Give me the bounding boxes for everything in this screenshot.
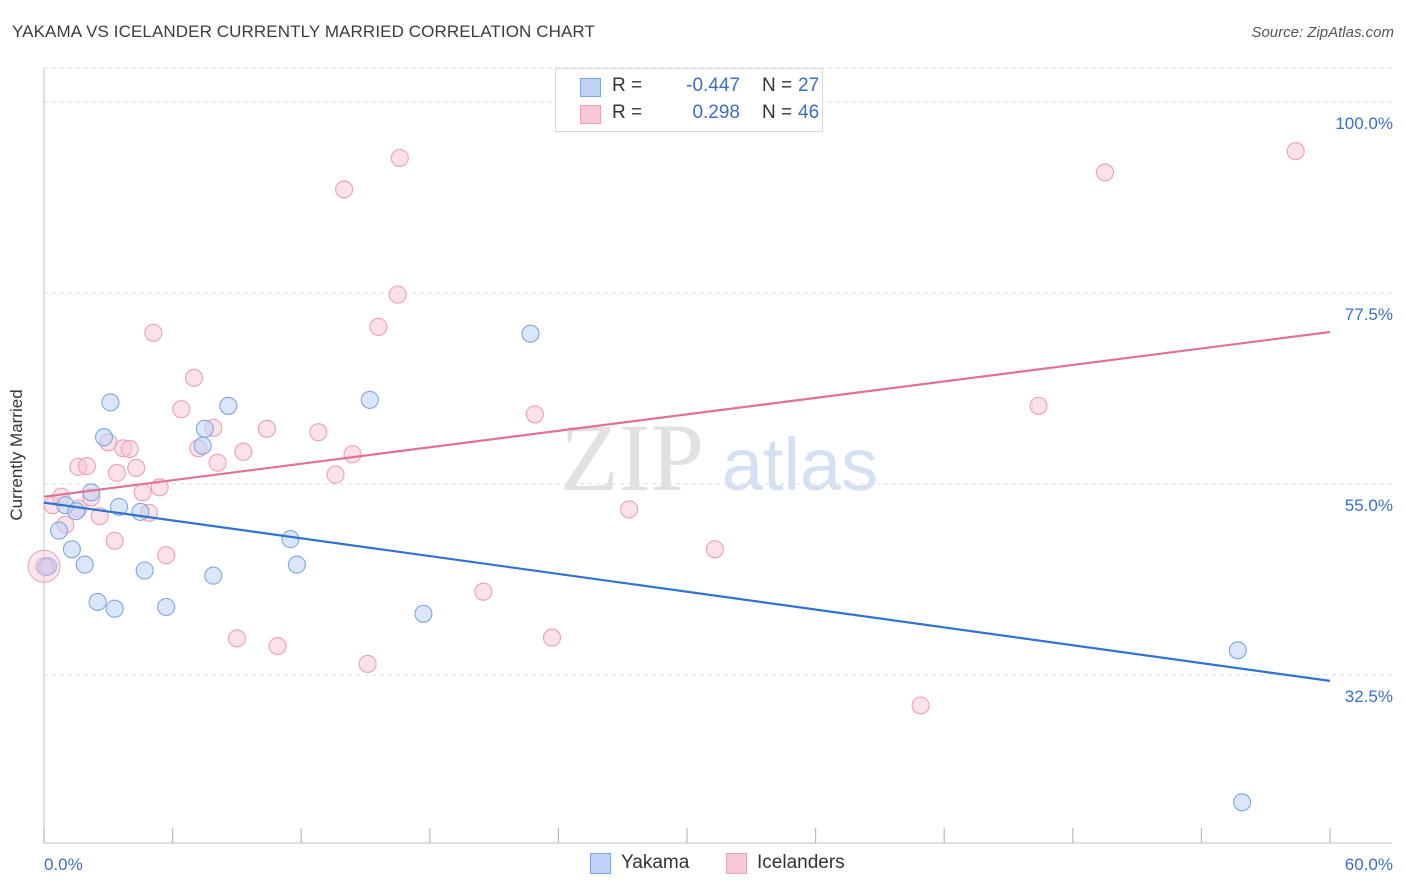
y-tick-label: 32.5%	[1345, 687, 1393, 706]
icelander-point	[127, 458, 146, 477]
yakama-trend-line	[43, 501, 1331, 682]
watermark: ZIP atlas	[560, 404, 878, 511]
yakama-point	[105, 599, 124, 618]
legend-n-value: 46	[798, 102, 820, 123]
yakama-point	[49, 521, 69, 540]
bottom-legend-label-icelanders: Icelanders	[757, 852, 845, 873]
watermark-zip: ZIP	[560, 404, 704, 511]
legend-n-value: 27	[798, 75, 820, 96]
yakama-point	[193, 436, 212, 455]
legend-r-value: -0.447	[686, 75, 740, 96]
yakama-point	[360, 390, 379, 409]
icelander-point	[157, 546, 176, 565]
yakama-point	[75, 555, 94, 574]
yakama-point	[1233, 793, 1252, 812]
yakama-point	[521, 324, 540, 343]
icelander-point	[388, 285, 407, 304]
icelander-point	[358, 654, 377, 673]
icelander-point	[77, 457, 96, 476]
bottom-legend-label-yakama: Yakama	[621, 852, 690, 873]
watermark-atlas: atlas	[722, 423, 878, 506]
icelander-point	[107, 463, 126, 482]
yakama-point	[204, 566, 223, 585]
icelander-point	[326, 465, 345, 484]
icelander-point	[474, 582, 493, 601]
x-tick-label-max: 60.0%	[1345, 855, 1393, 874]
yakama-point	[281, 530, 300, 549]
icelander-point	[343, 445, 362, 464]
yakama-point	[219, 396, 238, 415]
yakama-point	[94, 428, 114, 447]
yakama-point	[414, 604, 433, 623]
yakama-point	[195, 419, 214, 438]
yakama-point	[88, 592, 107, 611]
yakama-point	[101, 393, 120, 412]
tick-labels: 32.5% 55.0% 77.5% 100.0% 0.0% 60.0%	[44, 114, 1393, 874]
icelander-point	[369, 317, 388, 336]
icelander-point	[525, 405, 544, 424]
icelander-point	[257, 419, 276, 438]
axes	[43, 68, 1392, 844]
yakama-point	[157, 597, 176, 617]
trend-lines	[43, 330, 1331, 682]
icelander-point	[335, 180, 354, 199]
icelander-point	[1095, 163, 1115, 182]
yakama-point	[37, 558, 56, 577]
y-tick-label: 55.0%	[1345, 496, 1393, 515]
legend-swatch-icelanders	[580, 105, 601, 124]
icelander-point	[390, 148, 409, 168]
legend-r-label: R =	[612, 102, 643, 123]
yakama-point	[287, 555, 306, 574]
icelander-point	[620, 500, 639, 519]
grid-lines	[44, 67, 1392, 676]
icelander-point	[105, 531, 124, 550]
y-tick-label: 100.0%	[1335, 114, 1393, 133]
bottom-legend-swatch-icelanders	[726, 853, 747, 874]
legend-n-label: N =	[762, 75, 793, 96]
x-tick-label-min: 0.0%	[44, 855, 83, 874]
icelander-trend-line	[43, 330, 1331, 498]
icelander-point	[1029, 396, 1048, 415]
icelander-point	[120, 440, 139, 459]
legend-r-label: R =	[612, 75, 643, 96]
icelander-point	[133, 483, 152, 502]
icelander-point	[144, 323, 163, 342]
chart-title: YAKAMA VS ICELANDER CURRENTLY MARRIED CO…	[12, 22, 595, 41]
icelander-point	[234, 442, 253, 461]
icelander-point	[1286, 142, 1305, 161]
yakama-point	[109, 497, 129, 516]
icelander-point	[911, 696, 930, 715]
yakama-point	[62, 540, 81, 559]
icelander-point	[227, 629, 246, 648]
icelander-point	[705, 540, 724, 559]
icelander-cluster-point	[27, 549, 61, 583]
legend-n-label: N =	[762, 102, 793, 123]
legend-r-value: 0.298	[692, 102, 740, 123]
icelander-point	[542, 628, 562, 647]
data-points	[27, 142, 1305, 812]
correlation-legend: R = -0.447 N = 27 R = 0.298 N = 46	[555, 68, 823, 132]
icelander-point	[309, 423, 328, 442]
icelander-point	[184, 368, 204, 387]
legend-swatch-yakama	[580, 78, 601, 97]
yakama-point	[1228, 641, 1247, 660]
y-tick-label: 77.5%	[1345, 305, 1393, 324]
source-label: Source: ZipAtlas.com	[1251, 24, 1394, 41]
icelander-point	[208, 453, 227, 472]
icelander-point	[268, 637, 287, 656]
icelander-point	[172, 400, 191, 419]
bottom-legend-swatch-yakama	[590, 853, 611, 874]
yakama-point	[135, 561, 154, 580]
